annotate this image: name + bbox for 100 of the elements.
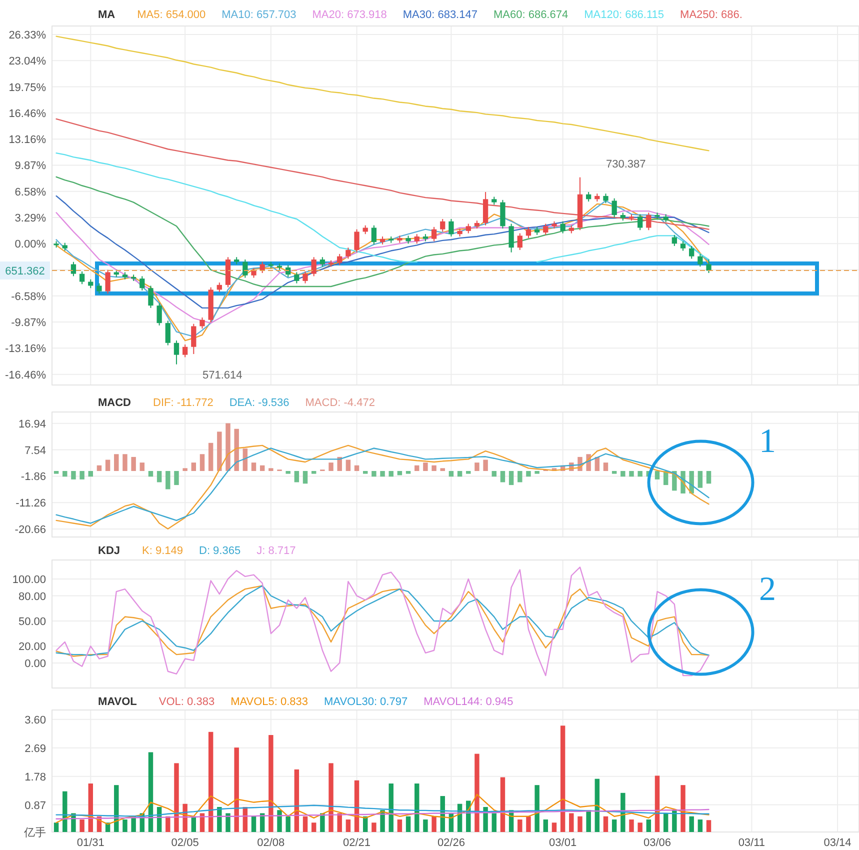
- y-tick-label: 23.04%: [8, 56, 46, 68]
- bar: [294, 769, 300, 832]
- bar: [105, 460, 110, 471]
- bar: [440, 468, 445, 471]
- y-tick-label: 亿手: [23, 826, 46, 839]
- text: MAVOL5: 0.833: [230, 696, 308, 708]
- y-tick-label: -20.66: [14, 524, 46, 536]
- bar: [406, 816, 411, 832]
- bar: [638, 470, 642, 477]
- bar: [122, 454, 128, 471]
- x-tick-label: 02/08: [257, 837, 285, 849]
- bar: [603, 816, 608, 832]
- y-tick-label: 19.75%: [8, 82, 46, 94]
- bar: [526, 816, 531, 832]
- bar: [260, 465, 265, 471]
- bar: [337, 456, 342, 471]
- x-tick-label: 03/14: [824, 837, 852, 849]
- bar: [182, 468, 188, 471]
- y-tick-label: 100.00: [12, 574, 46, 586]
- bar: [311, 822, 316, 832]
- bar: [612, 470, 617, 474]
- x-tick-label: 03/06: [643, 837, 672, 849]
- bar: [586, 810, 591, 832]
- bar: [54, 470, 59, 474]
- bar: [706, 820, 712, 832]
- bar: [672, 810, 677, 832]
- bar: [320, 813, 325, 832]
- y-tick-label: 20.00: [18, 641, 46, 654]
- text: DEA: -9.536: [229, 397, 290, 409]
- bar: [432, 465, 436, 471]
- chart-title: KDJ: [98, 545, 120, 557]
- y-tick-label: 9.87%: [14, 160, 46, 172]
- text: K: 9.149: [142, 545, 183, 557]
- y-tick-label: -1.86: [20, 471, 46, 484]
- bar: [620, 470, 626, 477]
- bar: [406, 470, 411, 474]
- bar: [226, 423, 230, 471]
- bar: [242, 448, 248, 471]
- bar: [251, 462, 256, 471]
- bar: [174, 763, 179, 832]
- bar: [71, 470, 76, 480]
- bar: [251, 816, 256, 832]
- bar: [543, 819, 548, 832]
- y-tick-label: -9.87%: [11, 317, 46, 330]
- bar: [448, 470, 454, 477]
- bar: [62, 470, 68, 477]
- bar: [663, 813, 668, 832]
- bar: [414, 465, 420, 471]
- bar: [88, 470, 93, 477]
- bar: [217, 432, 222, 471]
- bar: [380, 470, 385, 477]
- line-series: [56, 195, 710, 309]
- bar: [234, 748, 239, 832]
- text: MA5: 654.000: [137, 9, 206, 21]
- bar: [80, 819, 84, 832]
- bar: [148, 470, 154, 477]
- bar: [372, 470, 376, 477]
- bar: [483, 806, 488, 832]
- bar: [706, 470, 712, 484]
- y-tick-label: 3.29%: [14, 212, 46, 224]
- bar: [578, 816, 582, 832]
- bar: [654, 776, 660, 832]
- y-tick-label: 7.54: [24, 444, 46, 457]
- bar: [200, 454, 205, 471]
- annotation: 730.387: [606, 158, 646, 170]
- text: MA20: 673.918: [312, 9, 387, 21]
- bar: [646, 819, 652, 832]
- bar: [96, 465, 102, 471]
- line-series: [56, 566, 710, 676]
- bar: [474, 462, 480, 471]
- y-tick-label: 0.00%: [14, 238, 46, 251]
- y-tick-label: 6.58%: [14, 186, 46, 198]
- bar: [372, 822, 376, 832]
- bar: [208, 442, 214, 471]
- annotation: 2: [759, 571, 776, 608]
- text: MA10: 657.703: [222, 9, 296, 21]
- bar: [474, 754, 480, 832]
- text: MACD: -4.472: [305, 397, 375, 409]
- bar: [603, 462, 608, 471]
- y-tick-label: -11.26: [16, 498, 46, 510]
- text: MAVOL30: 0.797: [324, 696, 408, 708]
- bar: [191, 462, 196, 471]
- y-tick-label: 16.46%: [8, 108, 46, 120]
- bar: [114, 454, 119, 471]
- bar: [122, 819, 128, 832]
- bar: [226, 813, 230, 832]
- line-series: [56, 804, 710, 817]
- bar: [388, 784, 394, 832]
- bar: [277, 810, 282, 832]
- bar: [500, 777, 506, 832]
- y-tick-label: -13.16%: [5, 343, 46, 356]
- text: VOL: 0.383: [158, 696, 215, 708]
- annotation: 571.614: [202, 369, 242, 382]
- bar: [294, 470, 300, 482]
- y-tick-label: 3.60: [24, 714, 46, 726]
- bar: [629, 470, 634, 477]
- bar: [208, 732, 214, 832]
- bar: [166, 470, 170, 490]
- chart-title: MA: [98, 9, 116, 21]
- annotation: 1: [759, 423, 776, 460]
